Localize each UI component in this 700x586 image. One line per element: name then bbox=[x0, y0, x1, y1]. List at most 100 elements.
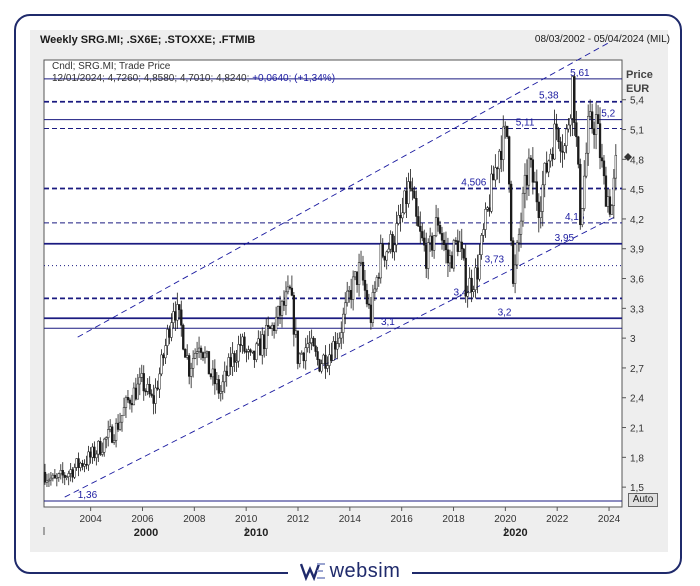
candle-body bbox=[197, 347, 201, 352]
currency-label: EUR bbox=[626, 83, 650, 95]
level-label: 4,506 bbox=[461, 178, 486, 189]
websim-mark-icon bbox=[299, 563, 325, 581]
channel-line bbox=[77, 40, 612, 338]
candle-body bbox=[581, 208, 584, 225]
candle-body bbox=[292, 295, 296, 335]
candle-body bbox=[193, 353, 197, 359]
candle-body bbox=[587, 116, 590, 154]
candle-body bbox=[223, 370, 226, 383]
legend-line-2: 12/01/2024; 4,7260; 4,8580; 4,7010; 4,82… bbox=[52, 73, 335, 85]
candle-body bbox=[375, 277, 378, 290]
candle-body bbox=[462, 248, 465, 259]
candle-body bbox=[592, 128, 596, 135]
candle-body bbox=[430, 235, 434, 251]
candle-body bbox=[326, 365, 329, 369]
candle-body bbox=[502, 126, 505, 160]
candle-body bbox=[176, 304, 179, 321]
candle-body bbox=[146, 384, 149, 392]
candle-body bbox=[342, 313, 345, 333]
candle-body bbox=[523, 174, 527, 194]
candle-body bbox=[85, 463, 88, 466]
channel-line bbox=[64, 215, 618, 498]
candle-body bbox=[164, 345, 167, 359]
level-label: 1,36 bbox=[78, 490, 98, 501]
candle-body bbox=[425, 244, 428, 269]
y-tick-label: 1,8 bbox=[630, 453, 644, 464]
candle-body bbox=[150, 393, 153, 396]
candle-body bbox=[288, 286, 292, 289]
candle-body bbox=[417, 216, 420, 227]
candle-body bbox=[207, 351, 211, 375]
candle-body bbox=[237, 344, 240, 362]
x-tick-label: 2014 bbox=[339, 514, 362, 525]
candle-body bbox=[267, 325, 270, 328]
candle-body bbox=[43, 471, 47, 483]
candle-body bbox=[357, 262, 361, 285]
candle-body bbox=[604, 175, 608, 207]
y-tick-label: 4,8 bbox=[630, 155, 644, 166]
candle-body bbox=[527, 157, 531, 186]
candle-body bbox=[162, 354, 165, 359]
y-tick-label: 4,5 bbox=[630, 185, 644, 196]
candle-body bbox=[500, 150, 503, 160]
candle-body bbox=[332, 341, 335, 361]
level-label: 5,11 bbox=[516, 118, 535, 129]
candle-body bbox=[211, 368, 215, 378]
last-price-marker bbox=[624, 152, 632, 161]
candle-body bbox=[454, 240, 457, 242]
candle-body bbox=[241, 336, 244, 346]
candle-body bbox=[373, 288, 377, 293]
candle-body bbox=[45, 480, 49, 483]
candle-body bbox=[553, 123, 556, 160]
candle-body bbox=[282, 300, 286, 306]
level-label: 5,2 bbox=[601, 109, 615, 120]
candle-body bbox=[286, 286, 290, 293]
candle-body bbox=[511, 240, 515, 284]
candle-body bbox=[217, 379, 220, 394]
candle-body bbox=[369, 304, 373, 323]
candle-body bbox=[612, 177, 616, 206]
candle-body bbox=[480, 235, 483, 255]
candle-body bbox=[49, 477, 53, 481]
candle-body bbox=[476, 267, 479, 280]
candle-body bbox=[251, 350, 254, 353]
candle-body bbox=[506, 125, 509, 137]
candle-body bbox=[387, 248, 390, 253]
candle-body bbox=[174, 311, 177, 321]
candle-body bbox=[353, 271, 357, 278]
candle-body bbox=[525, 174, 529, 186]
candle-body bbox=[379, 243, 382, 279]
y-tick-label: 2,7 bbox=[630, 364, 644, 375]
candle-body bbox=[93, 446, 96, 459]
candle-body bbox=[456, 240, 459, 252]
candle-body bbox=[589, 111, 592, 117]
price-axis-label: Price EUR bbox=[626, 68, 653, 96]
candle-body bbox=[73, 467, 76, 478]
candle-body bbox=[340, 332, 343, 339]
candle-body bbox=[320, 363, 323, 372]
candle-body bbox=[107, 429, 110, 438]
candle-body bbox=[63, 474, 66, 478]
candle-body bbox=[411, 188, 414, 192]
logo-text: websim bbox=[329, 559, 401, 582]
auto-button[interactable]: Auto bbox=[628, 493, 658, 507]
price-label: Price bbox=[626, 69, 653, 81]
candle-body bbox=[330, 354, 333, 361]
candle-body bbox=[172, 311, 175, 323]
candle-body bbox=[221, 381, 224, 392]
candle-body bbox=[118, 421, 122, 430]
candle-body bbox=[565, 128, 568, 147]
level-label: 5,61 bbox=[570, 68, 590, 79]
candle-body bbox=[555, 123, 558, 130]
candle-body bbox=[276, 305, 280, 318]
candle-body bbox=[421, 231, 424, 239]
candle-body bbox=[233, 353, 236, 363]
candle-body bbox=[602, 160, 606, 177]
candle-body bbox=[590, 111, 594, 129]
candle-body bbox=[182, 325, 185, 350]
candle-body bbox=[482, 229, 485, 236]
candle-body bbox=[351, 276, 355, 300]
candle-body bbox=[488, 207, 491, 212]
candle-body bbox=[409, 181, 412, 189]
